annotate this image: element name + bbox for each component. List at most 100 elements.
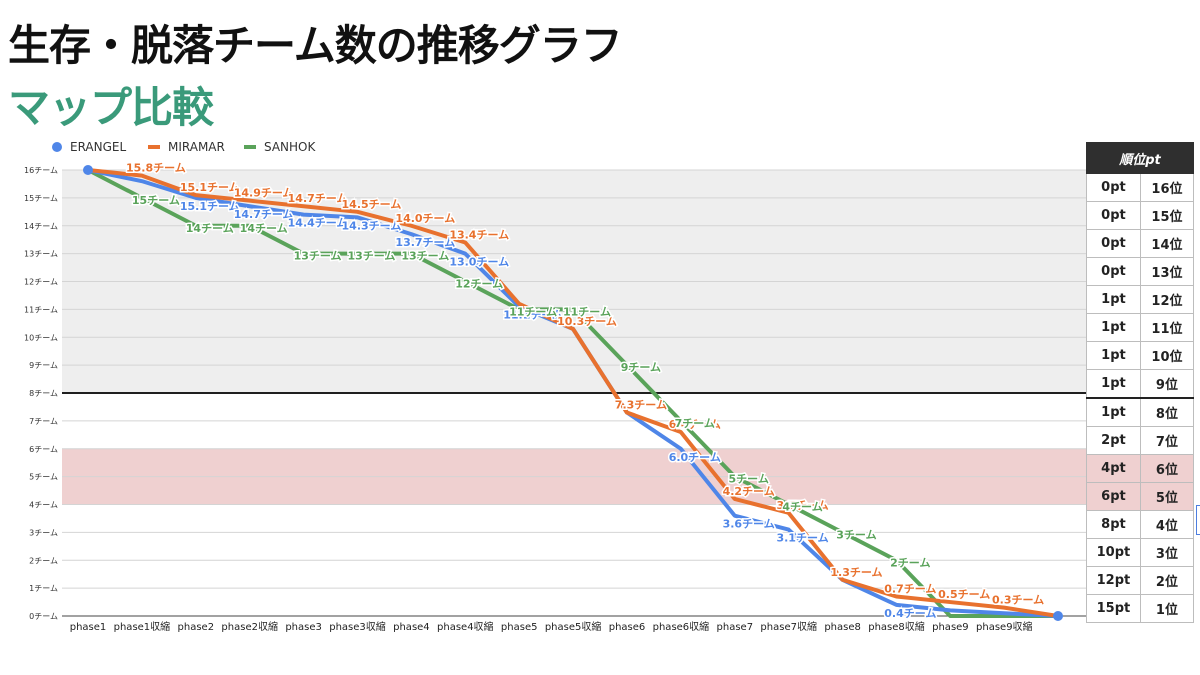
rank-table-row: 1pt 10位 [1086, 341, 1195, 370]
data-label-miramar: 14.7チーム [288, 192, 348, 205]
rank-table-row: 2pt 7位 [1086, 426, 1195, 455]
rank-position-cell: 1位 [1139, 594, 1195, 623]
data-label-miramar: 14.9チーム [234, 187, 294, 200]
rank-points-cell: 4pt [1086, 454, 1141, 483]
data-label-miramar: 0.3チーム [992, 594, 1044, 607]
data-label-sanhok: 9チーム [621, 361, 661, 374]
rank-position-cell: 5位 [1139, 482, 1195, 511]
data-label-miramar: 14.0チーム [395, 212, 455, 225]
data-label-erangel: 15.1チーム [180, 200, 240, 213]
x-tick-label: phase5 [501, 622, 538, 633]
rank-table-row: 1pt 12位 [1086, 285, 1195, 314]
erangel-point-marker [83, 165, 93, 175]
rank-table-row: 0pt 16位 [1086, 173, 1195, 202]
data-label-sanhok: 7チーム [675, 417, 715, 430]
data-label-miramar: 0.5チーム [938, 588, 990, 601]
erangel-point-marker [1053, 611, 1063, 621]
rank-table-row: 6pt 5位 [1086, 482, 1195, 511]
data-label-erangel: 0.4チーム [884, 607, 936, 620]
data-label-erangel: 3.6チーム [723, 518, 775, 531]
data-label-sanhok: 11チーム [509, 305, 557, 318]
data-label-erangel: 14.7チーム [234, 208, 294, 221]
y-tick-label: 9チーム [29, 361, 58, 370]
y-tick-label: 10チーム [24, 333, 58, 342]
rank-points-cell: 1pt [1086, 369, 1141, 399]
rank-points-cell: 0pt [1086, 201, 1141, 230]
y-tick-label: 5チーム [29, 473, 58, 482]
legend-item-sanhok: SANHOK [244, 140, 315, 154]
data-label-sanhok: 14チーム [240, 222, 288, 235]
data-label-miramar: 1.3チーム [830, 566, 882, 579]
x-tick-label: phase3収縮 [329, 620, 386, 633]
data-label-sanhok: 5チーム [729, 473, 769, 486]
data-label-miramar: 14.5チーム [342, 198, 402, 211]
y-tick-label: 12チーム [24, 278, 58, 287]
data-label-miramar: 7.3チーム [615, 399, 667, 412]
x-tick-label: phase7収縮 [760, 620, 817, 633]
data-label-miramar: 3.7チーム [776, 499, 828, 512]
series-line-sanhok [86, 168, 1060, 618]
x-tick-label: phase1収縮 [114, 620, 171, 633]
data-label-sanhok: 15チーム [132, 194, 180, 207]
rank-position-cell: 3位 [1139, 538, 1195, 567]
team-count-line-chart: 0チーム 1チーム 2チーム 3チーム 4チーム 5チーム 6チーム 7チーム 8チーム 9チーム… [24, 160, 1086, 633]
rank-points-cell: 0pt [1086, 173, 1141, 202]
rank-position-cell: 2位 [1139, 566, 1195, 595]
rank-table-row: 8pt 4位 [1086, 510, 1195, 539]
rank-position-cell: 13位 [1139, 257, 1195, 286]
y-tick-label: 2チーム [29, 556, 58, 565]
data-label-miramar: 13.4チーム [449, 228, 509, 241]
data-label-erangel: 14.3チーム [342, 219, 402, 232]
data-label-sanhok: 2チーム [890, 556, 930, 569]
rank-position-cell: 15位 [1139, 201, 1195, 230]
y-tick-label: 7チーム [29, 417, 58, 426]
data-label-miramar: 15.8チーム [126, 162, 186, 175]
rank-table-row: 12pt 2位 [1086, 566, 1195, 595]
data-label-miramar: 10.3チーム [557, 315, 617, 328]
x-tick-label: phase5収縮 [545, 620, 602, 633]
rank-points-cell: 1pt [1086, 285, 1141, 314]
data-label-miramar: 0.7チーム [884, 582, 936, 595]
data-label-erangel: 6.0チーム [669, 451, 721, 464]
rank-points-cell: 0pt [1086, 257, 1141, 286]
x-tick-label: phase4収縮 [437, 620, 494, 633]
y-tick-label: 15チーム [24, 194, 58, 203]
data-label-sanhok: 12チーム [455, 278, 503, 291]
rank-points-cell: 2pt [1086, 426, 1141, 455]
y-tick-label: 3チーム [29, 528, 58, 537]
rank-table-row: 4pt 6位 [1086, 454, 1195, 483]
rank-points-cell: 15pt [1086, 594, 1141, 623]
rank-table-row: 1pt 8位 [1086, 397, 1195, 427]
rank-points-cell: 8pt [1086, 510, 1141, 539]
legend-erangel-marker-icon [52, 142, 62, 152]
y-tick-label: 4チーム [29, 501, 58, 510]
data-label-erangel: 11.1チーム [503, 309, 563, 322]
rank-points-cell: 1pt [1086, 341, 1141, 370]
y-tick-label: 1チーム [29, 584, 58, 593]
rank-position-cell: 14位 [1139, 229, 1195, 258]
y-tick-label: 8チーム [29, 389, 58, 398]
y-tick-label: 6チーム [29, 445, 58, 454]
rank-position-cell: 12位 [1139, 285, 1195, 314]
data-label-sanhok: 3チーム [836, 528, 876, 541]
rank-position-cell: 6位 [1139, 454, 1195, 483]
data-label-erangel: 13.7チーム [395, 236, 455, 249]
x-tick-label: phase6収縮 [653, 620, 710, 633]
data-label-sanhok: 14チーム [186, 222, 234, 235]
series-line-miramar [86, 168, 1060, 618]
data-label-erangel: 3.1チーム [776, 532, 828, 545]
x-tick-label: phase4 [393, 622, 430, 633]
x-tick-label: phase6 [609, 622, 646, 633]
rank-position-cell: 11位 [1139, 313, 1195, 342]
x-tick-label: phase2 [178, 622, 215, 633]
rank-position-cell: 4位 [1139, 510, 1195, 539]
rank-table-header: 順位pt [1086, 142, 1194, 174]
data-label-sanhok: 13チーム [347, 250, 395, 263]
rank-points-cell: 6pt [1086, 482, 1141, 511]
page-title: 生存・脱落チーム数の推移グラフ [8, 21, 623, 70]
data-label-erangel: 14.4チーム [288, 217, 348, 230]
rank-table-row: 0pt 13位 [1086, 257, 1195, 286]
rank-position-cell: 7位 [1139, 426, 1195, 455]
rank-table-row: 1pt 11位 [1086, 313, 1195, 342]
y-tick-label: 13チーム [24, 250, 58, 259]
